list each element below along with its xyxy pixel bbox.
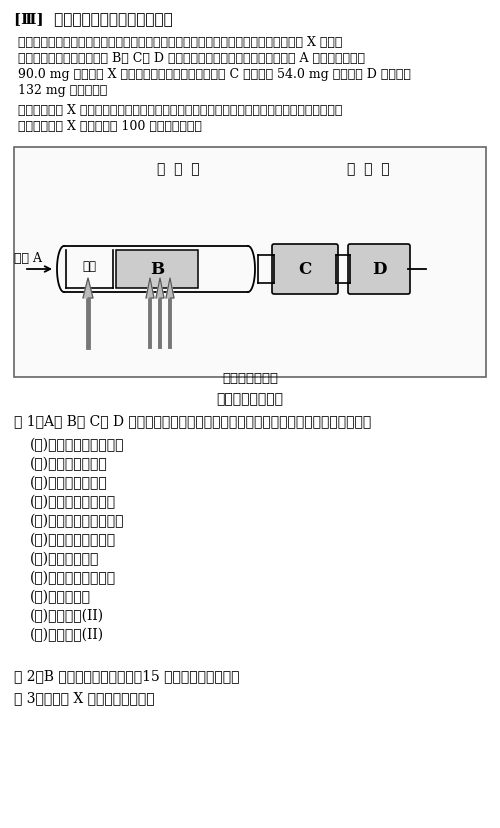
Text: 図に示すような元素分析装置を用いて，試料として炭素，水素，酸素からなる化合物 X の元素: 図に示すような元素分析装置を用いて，試料として炭素，水素，酸素からなる化合物 X… bbox=[18, 36, 342, 49]
Text: D: D bbox=[372, 261, 386, 278]
Text: B: B bbox=[150, 261, 164, 278]
Text: (う)　举燥した酸素: (う) 举燥した酸素 bbox=[30, 475, 108, 489]
Text: (こ)　酸化鉄(II): (こ) 酸化鉄(II) bbox=[30, 609, 104, 623]
Text: 132 mg 増加した。: 132 mg 増加した。 bbox=[18, 84, 107, 97]
Text: (さ)　酸化銅(II): (さ) 酸化銅(II) bbox=[30, 628, 104, 642]
Text: 図　元素分析装置: 図 元素分析装置 bbox=[216, 392, 284, 406]
Text: (か)　炭酸ナトリウム: (か) 炭酸ナトリウム bbox=[30, 532, 116, 546]
Polygon shape bbox=[146, 279, 154, 299]
Text: (お)　水酸化ナトリウム: (お) 水酸化ナトリウム bbox=[30, 513, 124, 527]
Text: C: C bbox=[298, 261, 312, 278]
Text: (け)　酸化亜邉: (け) 酸化亜邉 bbox=[30, 590, 91, 604]
Text: 吸  収  管: 吸 収 管 bbox=[346, 161, 390, 176]
Text: 問 1　A， B， C， D に最も適した物質を（あ）～（さ）の中から選び記号で答えよ。: 問 1 A， B， C， D に最も適した物質を（あ）～（さ）の中から選び記号で… bbox=[14, 413, 371, 427]
Text: なお，化合物 X は不齐炭素原子をもち，炭酸水素ナトリウム水溶液に溶解する性質を示した。: なお，化合物 X は不齐炭素原子をもち，炭酸水素ナトリウム水溶液に溶解する性質を… bbox=[18, 104, 342, 117]
Text: バーナーで加熱: バーナーで加熱 bbox=[222, 372, 278, 384]
Text: 燃  焼  管: 燃 焼 管 bbox=[156, 161, 200, 176]
Text: 90.0 mg の化合物 X を燃焼管で燃焼させたところ， C の質量が 54.0 mg 増加し， D の質量が: 90.0 mg の化合物 X を燃焼管で燃焼させたところ， C の質量が 54.… bbox=[18, 68, 411, 81]
Text: (え)　塩化カルシウム: (え) 塩化カルシウム bbox=[30, 494, 116, 508]
Text: 問 3　化合物 X の組成式を書け。: 問 3 化合物 X の組成式を書け。 bbox=[14, 691, 154, 704]
Polygon shape bbox=[166, 279, 174, 299]
Polygon shape bbox=[83, 279, 93, 299]
Text: 試料: 試料 bbox=[82, 259, 96, 272]
Text: (い)　举燥した窒素: (い) 举燥した窒素 bbox=[30, 456, 108, 470]
Text: (く)　酸化カルシウム: (く) 酸化カルシウム bbox=[30, 570, 116, 585]
Polygon shape bbox=[156, 279, 164, 299]
Text: 問 2　B を用いる目的は何か、15 文字以内で答えよ。: 問 2 B を用いる目的は何か、15 文字以内で答えよ。 bbox=[14, 668, 239, 682]
FancyBboxPatch shape bbox=[348, 245, 410, 295]
Text: また，化合物 X の分子量は 100 以下であった。: また，化合物 X の分子量は 100 以下であった。 bbox=[18, 120, 202, 132]
Text: (あ)　举燥したへリウム: (あ) 举燥したへリウム bbox=[30, 437, 124, 451]
Text: 分析を行った。適当な物質 B， C， D を元素分析装置に設置し，装置に気体 A を流しながら，: 分析を行った。適当な物質 B， C， D を元素分析装置に設置し，装置に気体 A… bbox=[18, 52, 365, 65]
FancyBboxPatch shape bbox=[272, 245, 338, 295]
Bar bbox=[14, 148, 486, 378]
Text: (き)　ソーダ石灰: (き) ソーダ石灰 bbox=[30, 551, 100, 566]
Text: [Ⅲ]  文章を読んで問いに答えよ。: [Ⅲ] 文章を読んで問いに答えよ。 bbox=[14, 12, 173, 26]
Text: 気体 A: 気体 A bbox=[14, 252, 42, 265]
FancyBboxPatch shape bbox=[116, 251, 198, 289]
